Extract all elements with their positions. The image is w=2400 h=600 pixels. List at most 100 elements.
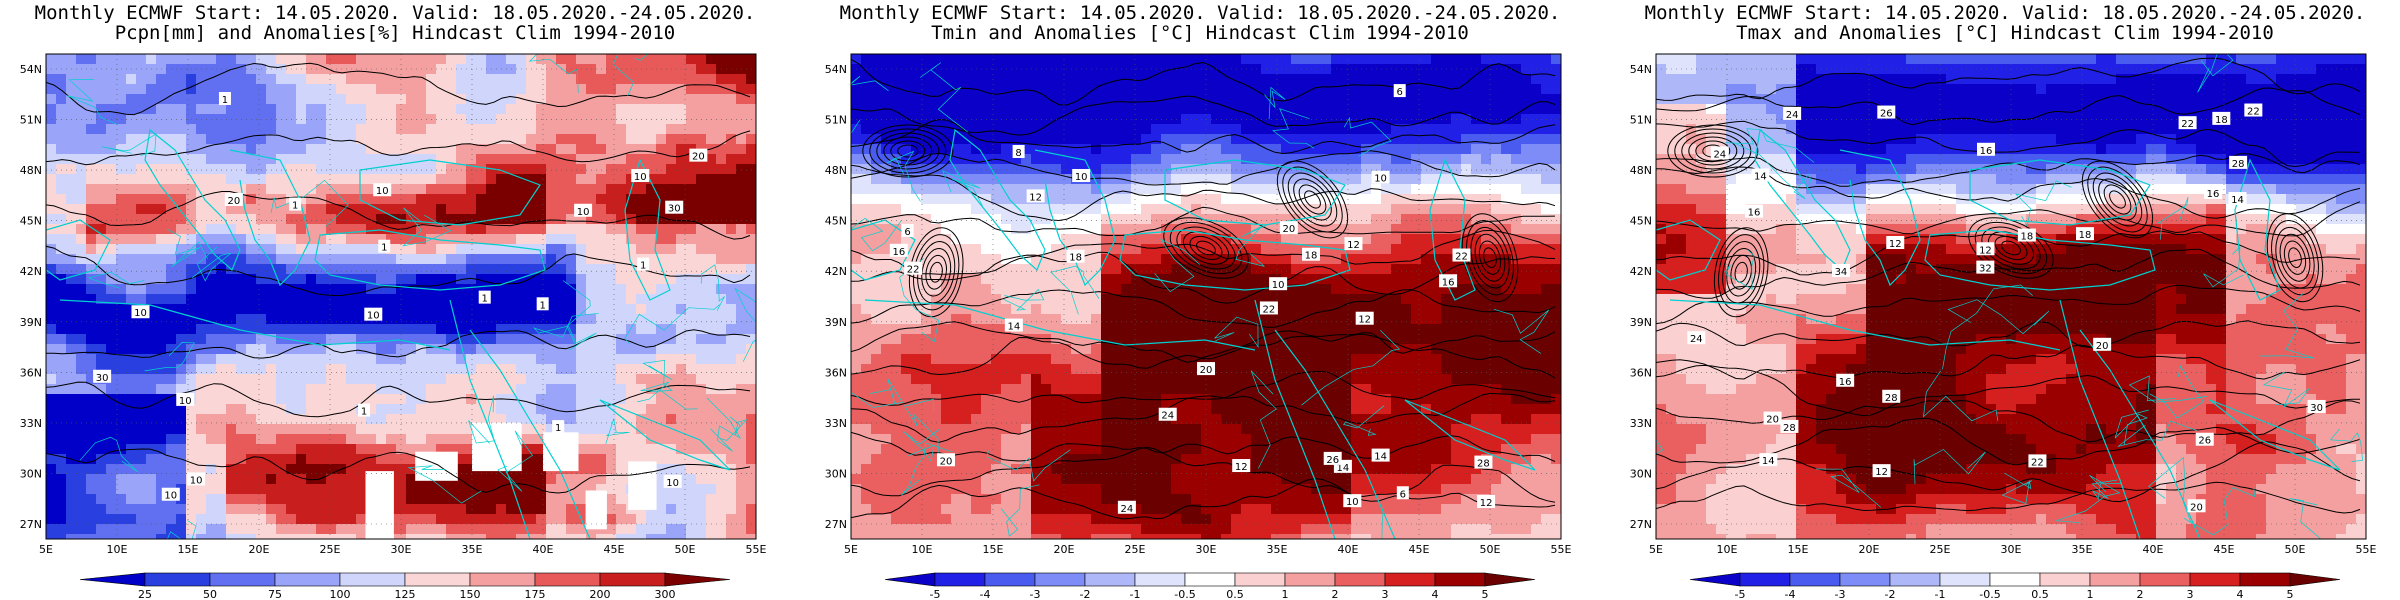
colorbar-segment	[404, 572, 471, 587]
contour-label-bg	[1710, 146, 1729, 160]
contour-label: 28	[1477, 459, 1490, 470]
contour-label-bg	[131, 305, 150, 319]
colorbar-segment	[1034, 572, 1086, 587]
contour-label: 10	[1075, 172, 1088, 183]
colorbar-segment	[339, 572, 406, 587]
colorbar-label: -1	[1935, 588, 1946, 600]
contour-label: 28	[1783, 423, 1796, 434]
colorbar-segment	[209, 572, 276, 587]
graticule	[1655, 54, 2367, 539]
colorbar-segment	[79, 572, 146, 587]
lat-tick-label: 39N	[20, 316, 42, 329]
colorbar-segment	[1789, 572, 1841, 587]
contour-label-bg	[552, 420, 565, 434]
contour-label-bg	[2178, 116, 2197, 130]
contour-label-bg	[2228, 192, 2247, 206]
tmax-panel: Monthly ECMWF Start: 14.05.2020. Valid: …	[1610, 0, 2400, 600]
colorbar-label: -3	[1835, 588, 1846, 600]
country-borders	[1656, 54, 2363, 539]
contour-label-bg	[1882, 389, 1901, 403]
contour-label: 14	[1007, 322, 1020, 333]
contour-label: 26	[1880, 109, 1893, 120]
contour-label-bg	[1474, 455, 1493, 469]
contour-label-bg	[1976, 142, 1995, 156]
contour-label: 16	[1980, 146, 1993, 157]
colorbar-segment	[1434, 572, 1486, 587]
contour-label-bg	[1780, 419, 1799, 433]
colorbar-label: 1	[1282, 588, 1289, 600]
lon-tick-label: 10E	[912, 543, 933, 556]
contour-label-bg	[665, 200, 684, 214]
colorbar-segment	[1839, 572, 1891, 587]
lat-tick-label: 54N	[825, 63, 847, 76]
colorbar-segment	[664, 572, 731, 587]
lon-tick-label: 25E	[1930, 543, 1951, 556]
lon-tick-label: 30E	[391, 543, 412, 556]
contour-lines	[851, 58, 1556, 520]
contour-label-bg	[1269, 277, 1288, 291]
contour-label-bg	[1886, 235, 1905, 249]
contour-label: 22	[2031, 457, 2044, 468]
lon-tick-label: 40E	[533, 543, 554, 556]
contour-label: 10	[376, 186, 389, 197]
lon-tick-label: 5E	[1649, 543, 1663, 556]
contour-label: 14	[1762, 456, 1775, 467]
colorbar-label: -2	[1080, 588, 1091, 600]
contour-label: 1	[539, 300, 545, 311]
lat-tick-label: 45N	[20, 215, 42, 228]
contour-label-bg	[1393, 84, 1406, 98]
contour-label-bg	[1872, 464, 1891, 478]
contour-label: 14	[1754, 171, 1767, 182]
contour-label: 32	[1979, 264, 1992, 275]
contour-label-bg	[1066, 249, 1085, 263]
contour-label-bg	[1396, 486, 1409, 500]
contour-label-bg	[2093, 337, 2112, 351]
contour-label: 6	[1400, 489, 1406, 500]
contour-label-bg	[2307, 399, 2326, 413]
colorbar-segment	[144, 572, 211, 587]
lon-tick-label: 20E	[1859, 543, 1880, 556]
lat-tick-label: 42N	[825, 265, 847, 278]
lat-tick-label: 36N	[825, 366, 847, 379]
colorbar-label: 0.5	[2031, 588, 2049, 600]
contour-label-bg	[289, 197, 302, 211]
map-frame	[45, 53, 757, 540]
colorbar-label: -1	[1130, 588, 1141, 600]
colorbar-segment	[1234, 572, 1286, 587]
contour-label: 22	[1455, 252, 1468, 263]
contour-label-bg	[936, 453, 955, 467]
contour-label: 14	[1374, 452, 1387, 463]
contour-label-bg	[1259, 301, 1278, 315]
contour-label: 20	[1282, 224, 1295, 235]
lat-tick-label: 36N	[1630, 366, 1652, 379]
colorbar-segment	[2239, 572, 2291, 587]
contour-label: 30	[2310, 403, 2323, 414]
contour-label: 1	[482, 294, 488, 305]
lat-tick-label: 33N	[825, 417, 847, 430]
colorbar	[884, 572, 1536, 587]
panel-title: Monthly ECMWF Start: 14.05.2020. Valid: …	[1644, 2, 2366, 24]
colorbar-segment	[469, 572, 536, 587]
contour-label: 20	[940, 456, 953, 467]
lat-tick-label: 30N	[20, 467, 42, 480]
lon-tick-label: 20E	[1054, 543, 1075, 556]
contour-label: 10	[367, 311, 380, 322]
lat-tick-label: 42N	[20, 265, 42, 278]
colorbar-segment	[534, 572, 601, 587]
contour-label-bg	[2212, 111, 2231, 125]
colorbar-segment	[1084, 572, 1136, 587]
contour-label: 10	[634, 172, 647, 183]
colorbar-segment	[2139, 572, 2191, 587]
lon-tick-label: 35E	[462, 543, 483, 556]
colorbar-segment	[599, 572, 666, 587]
precip-panel: Monthly ECMWF Start: 14.05.2020. Valid: …	[0, 0, 790, 600]
contour-label-bg	[1117, 500, 1136, 514]
contour-label: 22	[907, 265, 920, 276]
colorbar	[79, 572, 731, 587]
contour-label-bg	[689, 148, 708, 162]
lat-tick-label: 33N	[1630, 417, 1652, 430]
contour-label: 30	[668, 204, 681, 215]
contour-label: 22	[2247, 107, 2260, 118]
contour-label: 16	[1748, 208, 1761, 219]
contour-label-bg	[2195, 432, 2214, 446]
